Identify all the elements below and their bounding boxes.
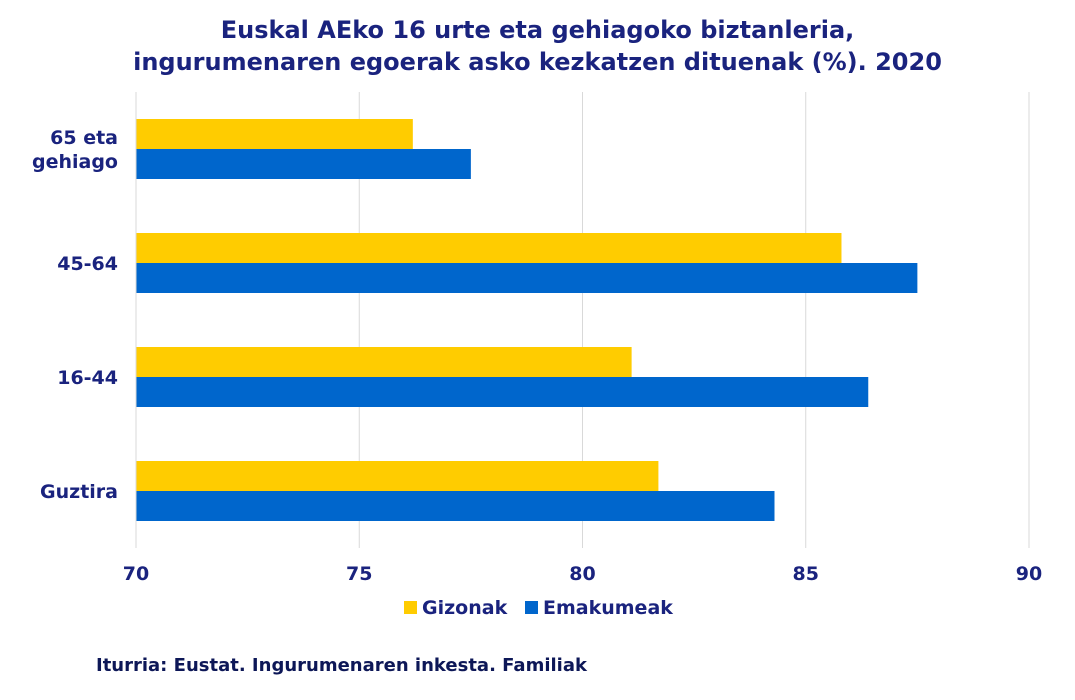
x-tick-label: 90 bbox=[1016, 563, 1042, 585]
legend-swatch-emakumeak bbox=[525, 601, 538, 614]
legend-swatch-gizonak bbox=[404, 601, 417, 614]
bar-gizonak-0 bbox=[136, 119, 413, 149]
legend-label-emakumeak: Emakumeak bbox=[543, 597, 673, 619]
x-tick-label: 75 bbox=[346, 563, 372, 585]
bar-gizonak-2 bbox=[136, 347, 632, 377]
bar-gizonak-3 bbox=[136, 461, 659, 491]
legend-label-gizonak: Gizonak bbox=[422, 597, 508, 619]
bar-gizonak-1 bbox=[136, 233, 842, 263]
category-label: 45-64 bbox=[57, 253, 118, 275]
category-label: Guztira bbox=[40, 481, 118, 503]
category-label: 16-44 bbox=[57, 367, 118, 389]
category-label: 65 eta bbox=[50, 127, 118, 149]
category-label: gehiago bbox=[32, 151, 118, 173]
bar-emakumeak-2 bbox=[136, 377, 869, 407]
x-tick-label: 85 bbox=[793, 563, 819, 585]
chart-title-line-2: ingurumenaren egoerak asko kezkatzen dit… bbox=[133, 48, 942, 76]
chart-title-line-1: Euskal AEko 16 urte eta gehiagoko biztan… bbox=[220, 16, 855, 44]
chart-title: Euskal AEko 16 urte eta gehiagoko biztan… bbox=[0, 14, 1075, 78]
x-tick-label: 70 bbox=[123, 563, 149, 585]
bar-emakumeak-0 bbox=[136, 149, 471, 179]
x-tick-label: 80 bbox=[569, 563, 595, 585]
bar-emakumeak-3 bbox=[136, 491, 775, 521]
bar-emakumeak-1 bbox=[136, 263, 918, 293]
source-note: Iturria: Eustat. Ingurumenaren inkesta. … bbox=[96, 655, 587, 676]
